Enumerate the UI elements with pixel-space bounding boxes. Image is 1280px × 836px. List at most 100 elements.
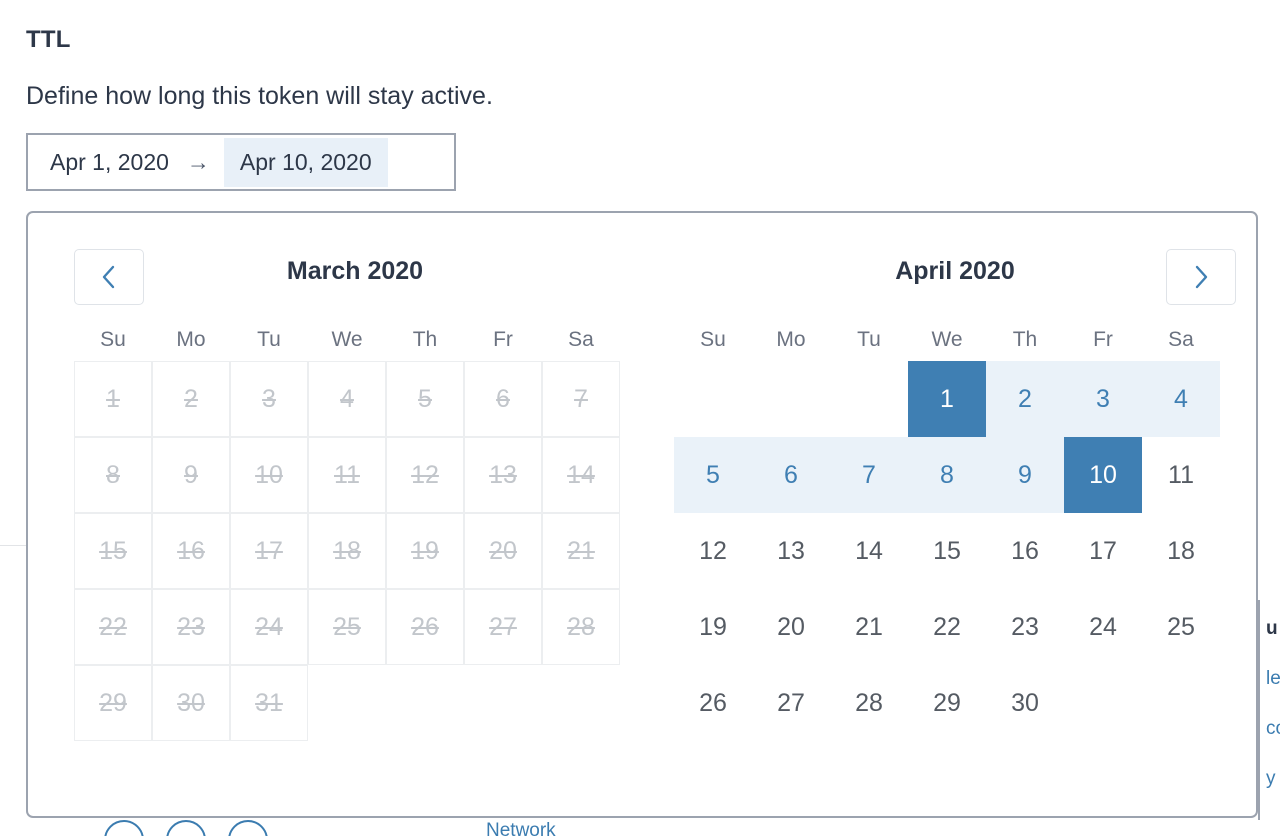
- background-panel-line-3: co: [1266, 718, 1280, 739]
- weekday-mo: Mo: [776, 328, 806, 351]
- day-cell-7: 7: [542, 361, 620, 437]
- day-cell-3[interactable]: 3: [1064, 361, 1142, 437]
- day-cell-28: 28: [542, 589, 620, 665]
- weekday-fr: Fr: [1093, 328, 1113, 351]
- weekday-th: Th: [1012, 328, 1038, 351]
- month-header-april: April 2020: [674, 243, 1236, 309]
- day-cell-11: 11: [308, 437, 386, 513]
- weekday-mo: Mo: [176, 328, 206, 351]
- day-cell-6[interactable]: 6: [752, 437, 830, 513]
- day-cell-27[interactable]: 27: [777, 688, 805, 717]
- day-cell-27: 27: [464, 589, 542, 665]
- day-cell-2: 2: [152, 361, 230, 437]
- weekday-we: We: [931, 328, 963, 351]
- background-panel-line-1: u: [1266, 618, 1278, 639]
- day-cell-11[interactable]: 11: [1168, 460, 1194, 489]
- weekday-fr: Fr: [493, 328, 513, 351]
- weekday-sa: Sa: [1168, 328, 1194, 351]
- day-cell-29[interactable]: 29: [933, 688, 961, 717]
- day-cell-17[interactable]: 17: [1089, 536, 1117, 565]
- weekday-su: Su: [100, 328, 126, 351]
- day-cell-20: 20: [464, 513, 542, 589]
- day-cell-31: 31: [230, 665, 308, 741]
- day-cell-21: 21: [542, 513, 620, 589]
- day-cell-14: 14: [542, 437, 620, 513]
- day-cell-13: 13: [464, 437, 542, 513]
- background-panel-line-4: y: [1266, 768, 1276, 789]
- day-cell-22[interactable]: 22: [933, 612, 961, 641]
- day-cell-10: 10: [230, 437, 308, 513]
- arrow-right-icon: →: [186, 148, 210, 175]
- day-cell-21[interactable]: 21: [855, 612, 883, 641]
- day-cell-23: 23: [152, 589, 230, 665]
- day-grid-april: 1 2 3 4 5 6 7 8 9 10 11 12 13 14 15 16 17 18 19 20 21 22 23 24 2…: [674, 361, 1236, 741]
- day-cell-5[interactable]: 5: [674, 437, 752, 513]
- day-cell-25[interactable]: 25: [1167, 612, 1195, 641]
- day-cell-1: 1: [74, 361, 152, 437]
- day-cell-13[interactable]: 13: [777, 536, 805, 565]
- month-title-april: April 2020: [895, 257, 1015, 285]
- day-cell-12: 12: [386, 437, 464, 513]
- page-description: Define how long this token will stay act…: [26, 82, 493, 110]
- range-start-value[interactable]: Apr 1, 2020: [50, 148, 169, 175]
- prev-month-button[interactable]: [74, 249, 144, 305]
- day-cell-26: 26: [386, 589, 464, 665]
- day-cell-15: 15: [74, 513, 152, 589]
- weekday-we: We: [331, 328, 363, 351]
- day-cell-9[interactable]: 9: [986, 437, 1064, 513]
- day-cell-18: 18: [308, 513, 386, 589]
- day-cell-14[interactable]: 14: [855, 536, 883, 565]
- day-cell-2[interactable]: 2: [986, 361, 1064, 437]
- day-cell-23[interactable]: 23: [1011, 612, 1039, 641]
- day-cell-24[interactable]: 24: [1089, 612, 1117, 641]
- day-cell-30[interactable]: 30: [1011, 688, 1039, 717]
- day-cell-16: 16: [152, 513, 230, 589]
- day-cell-9: 9: [152, 437, 230, 513]
- day-cell-22: 22: [74, 589, 152, 665]
- day-cell-5: 5: [386, 361, 464, 437]
- next-month-button[interactable]: [1166, 249, 1236, 305]
- day-cell-29: 29: [74, 665, 152, 741]
- background-bottom-label: Network: [486, 820, 556, 836]
- day-cell-6: 6: [464, 361, 542, 437]
- day-cell-30: 30: [152, 665, 230, 741]
- background-panel-line-2: le: [1266, 668, 1280, 689]
- day-cell-20[interactable]: 20: [777, 612, 805, 641]
- day-cell-8[interactable]: 8: [908, 437, 986, 513]
- day-cell-4[interactable]: 4: [1142, 361, 1220, 437]
- weekday-th: Th: [412, 328, 438, 351]
- range-end-value[interactable]: Apr 10, 2020: [223, 137, 388, 187]
- background-divider: [0, 545, 40, 546]
- weekday-tu: Tu: [857, 328, 881, 351]
- weekday-header-april: Su Mo Tu We Th Fr Sa: [674, 319, 1236, 361]
- day-cell-16[interactable]: 16: [1011, 536, 1039, 565]
- day-cell-1[interactable]: 1: [908, 361, 986, 437]
- weekday-sa: Sa: [568, 328, 594, 351]
- day-cell-24: 24: [230, 589, 308, 665]
- background-circle-2: [166, 820, 206, 836]
- day-cell-18[interactable]: 18: [1167, 536, 1195, 565]
- day-cell-4: 4: [308, 361, 386, 437]
- day-cell-10[interactable]: 10: [1064, 437, 1142, 513]
- background-circle-3: [228, 820, 268, 836]
- day-cell-26[interactable]: 26: [699, 688, 727, 717]
- day-cell-15[interactable]: 15: [933, 536, 961, 565]
- chevron-left-icon: [101, 264, 117, 290]
- day-cell-7[interactable]: 7: [830, 437, 908, 513]
- day-cell-12[interactable]: 12: [699, 536, 727, 565]
- day-cell-28[interactable]: 28: [855, 688, 883, 717]
- day-cell-empty: [830, 361, 908, 437]
- day-cell-8: 8: [74, 437, 152, 513]
- month-header-march: March 2020: [74, 243, 636, 309]
- day-cell-19[interactable]: 19: [699, 612, 727, 641]
- date-range-input[interactable]: Apr 1, 2020 → Apr 10, 2020: [26, 133, 456, 191]
- weekday-header-march: Su Mo Tu We Th Fr Sa: [74, 319, 636, 361]
- day-cell-3: 3: [230, 361, 308, 437]
- page-title: TTL: [26, 26, 71, 53]
- chevron-right-icon: [1193, 264, 1209, 290]
- background-side-panel: u le co y: [1258, 600, 1280, 820]
